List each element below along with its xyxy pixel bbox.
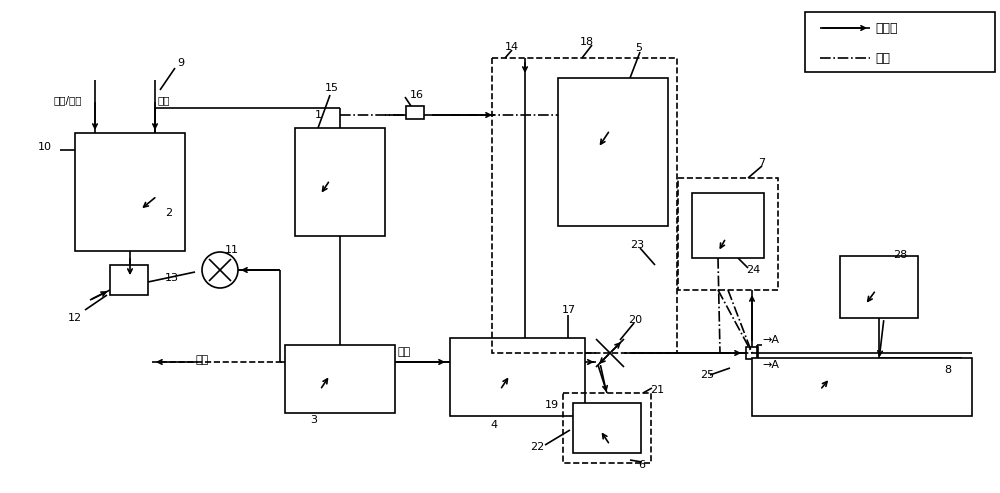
Text: 5: 5 [635, 43, 642, 53]
Text: 8: 8 [944, 365, 951, 375]
Text: 排气: 排气 [398, 347, 411, 357]
Bar [406, 106, 424, 119]
Text: 16: 16 [410, 90, 424, 100]
Bar [805, 12, 995, 72]
Bar [75, 133, 185, 251]
Text: 24: 24 [746, 265, 760, 275]
Text: 9: 9 [177, 58, 184, 68]
Text: 25: 25 [700, 370, 714, 380]
Bar [563, 393, 651, 463]
Text: 23: 23 [630, 240, 644, 250]
Text: 导线: 导线 [875, 51, 890, 65]
Text: 22: 22 [530, 442, 544, 452]
Text: 2: 2 [165, 208, 172, 218]
Text: →A: →A [762, 335, 779, 345]
Text: 14: 14 [505, 42, 519, 52]
Text: 13: 13 [165, 273, 179, 283]
Text: 17: 17 [562, 305, 576, 315]
Text: 15: 15 [325, 83, 339, 93]
Text: 12: 12 [68, 313, 82, 323]
Text: 氢气: 氢气 [158, 95, 170, 105]
Text: 11: 11 [225, 245, 239, 255]
Text: 4: 4 [490, 420, 497, 430]
Text: 20: 20 [628, 315, 642, 325]
Text: 氢气/空气: 氢气/空气 [54, 95, 82, 105]
Text: 10: 10 [38, 142, 52, 152]
Text: 19: 19 [545, 400, 559, 410]
Text: 18: 18 [580, 37, 594, 47]
Text: 21: 21 [650, 385, 664, 395]
Text: 1: 1 [315, 110, 322, 120]
Bar [285, 345, 395, 413]
Bar [573, 403, 641, 453]
Bar [678, 178, 778, 290]
Text: 排水: 排水 [195, 355, 208, 365]
Bar [752, 358, 972, 416]
Text: →A: →A [762, 360, 779, 370]
Bar [840, 256, 918, 318]
Text: 6: 6 [638, 460, 645, 470]
Bar [110, 265, 148, 295]
Bar [450, 338, 585, 416]
Bar [558, 78, 668, 226]
Bar [746, 347, 758, 359]
Bar [492, 58, 677, 353]
Text: 输气管: 输气管 [875, 22, 898, 35]
Text: 7: 7 [758, 158, 765, 168]
Bar [692, 193, 764, 258]
Bar [295, 128, 385, 236]
Text: 3: 3 [310, 415, 317, 425]
Text: 28: 28 [893, 250, 907, 260]
